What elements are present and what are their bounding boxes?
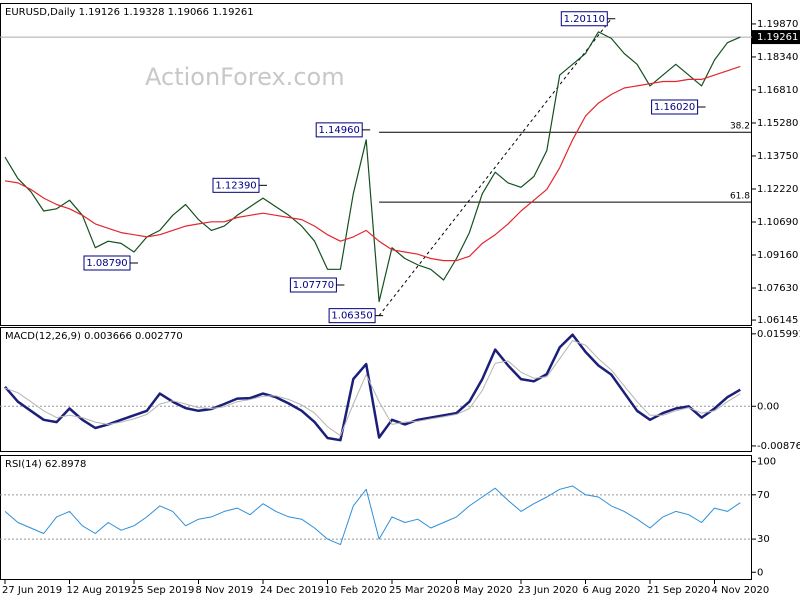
watermark: ActionForex.com bbox=[145, 63, 345, 91]
trend-line bbox=[378, 18, 612, 316]
x-tick-label: 24 Dec 2019 bbox=[260, 585, 324, 596]
y-tick-label: 0 bbox=[757, 567, 763, 578]
series-line bbox=[4, 31, 741, 303]
annotation-box bbox=[651, 99, 699, 115]
annotation-box bbox=[212, 177, 260, 193]
y-tick-label: 1.15280 bbox=[757, 118, 798, 129]
annotation-box bbox=[315, 122, 363, 138]
y-tick-label: 0.00 bbox=[757, 401, 779, 412]
x-tick-label: 8 May 2020 bbox=[454, 585, 513, 596]
panel-title: EURUSD,Daily 1.19126 1.19328 1.19066 1.1… bbox=[5, 7, 254, 18]
y-tick-label: 1.16810 bbox=[757, 85, 798, 96]
y-tick-label: 1.06145 bbox=[757, 315, 798, 326]
annotation-label: 1.12390 bbox=[215, 180, 256, 191]
y-tick-label: 1.09160 bbox=[757, 250, 798, 261]
y-tick-label: 100 bbox=[757, 457, 776, 468]
panel-frame bbox=[0, 455, 752, 580]
x-tick-label: 12 Aug 2019 bbox=[67, 585, 131, 596]
y-tick-label: 1.12220 bbox=[757, 184, 798, 195]
series-line bbox=[4, 485, 741, 546]
y-tick-label: 70 bbox=[757, 490, 770, 501]
x-tick-label: 21 Sep 2020 bbox=[647, 585, 710, 596]
annotation-label: 1.20110 bbox=[564, 14, 605, 25]
current-price-box bbox=[752, 30, 800, 45]
annotation-box bbox=[289, 277, 337, 293]
y-tick-label: 1.10690 bbox=[757, 217, 798, 228]
y-tick-label: 0.015991 bbox=[757, 329, 800, 340]
current-price-label: 1.19261 bbox=[757, 32, 798, 43]
series-line bbox=[4, 65, 741, 262]
panel-frame bbox=[0, 327, 752, 452]
panel-title: RSI(14) 62.8978 bbox=[5, 459, 86, 470]
y-tick-label: 1.07630 bbox=[757, 283, 798, 294]
y-tick-label: 1.13750 bbox=[757, 151, 798, 162]
series-line bbox=[4, 340, 741, 437]
panel-title: MACD(12,26,9) 0.003666 0.002770 bbox=[5, 331, 183, 342]
x-tick-label: 23 Jun 2020 bbox=[518, 585, 578, 596]
y-tick-label: 30 bbox=[757, 534, 770, 545]
annotation-label: 1.07770 bbox=[293, 280, 334, 291]
x-tick-label: 6 Aug 2020 bbox=[583, 585, 641, 596]
x-tick-label: 25 Mar 2020 bbox=[389, 585, 452, 596]
y-tick-label: 1.19870 bbox=[757, 19, 798, 30]
panel-frame bbox=[0, 3, 752, 326]
fib-label: 61.8 bbox=[730, 192, 750, 202]
annotation-label: 1.06350 bbox=[331, 311, 372, 322]
fib-label: 38.2 bbox=[730, 122, 750, 132]
y-tick-label: 1.18340 bbox=[757, 52, 798, 63]
annotation-label: 1.16020 bbox=[654, 102, 695, 113]
x-tick-label: 8 Nov 2019 bbox=[196, 585, 254, 596]
x-tick-label: 4 Nov 2020 bbox=[712, 585, 770, 596]
annotation-label: 1.14960 bbox=[319, 125, 360, 136]
annotation-label: 1.08790 bbox=[86, 258, 127, 269]
annotation-box bbox=[560, 11, 608, 27]
x-tick-label: 25 Sep 2019 bbox=[131, 585, 194, 596]
x-tick-label: 10 Feb 2020 bbox=[325, 585, 387, 596]
series-line bbox=[4, 333, 741, 442]
annotation-box bbox=[328, 308, 376, 324]
annotation-box bbox=[83, 255, 131, 271]
x-tick-label: 27 Jun 2019 bbox=[2, 585, 62, 596]
y-tick-label: -0.00876 bbox=[757, 441, 800, 452]
